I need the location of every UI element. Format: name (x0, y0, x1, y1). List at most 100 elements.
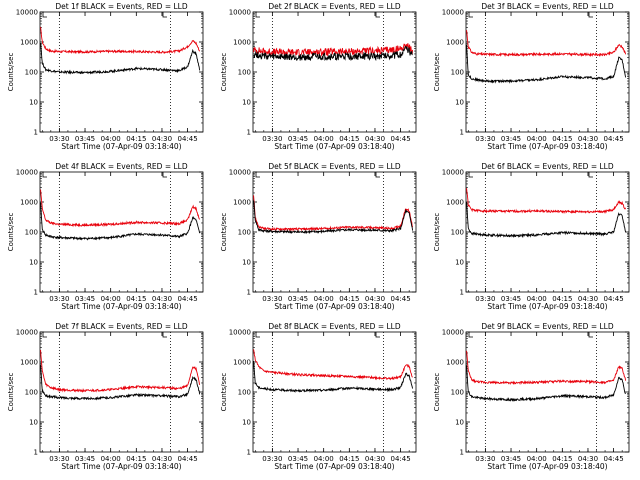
y-tick-label: 100 (451, 69, 464, 77)
y-tick-label: 1000 (233, 199, 251, 207)
y-axis-label: Counts/sec (220, 53, 228, 92)
x-tick-label: 03:45 (501, 135, 521, 143)
lld-series-line (466, 30, 627, 58)
y-tick-label: 10 (29, 99, 38, 107)
corner-mark (588, 172, 593, 178)
panel-title: Det 8f BLACK = Events, RED = LLD (268, 322, 401, 331)
detector-panel-5: Det 5f BLACK = Events, RED = LLD 1 10 100 10… (220, 162, 417, 311)
y-tick-label: 10000 (16, 329, 38, 337)
x-axis-label: Start Time (07-Apr-09 03:18:40) (61, 462, 181, 471)
y-tick-label: 1000 (446, 359, 464, 367)
y-tick-label: 100 (451, 229, 464, 237)
x-tick-label: 04:15 (126, 455, 146, 463)
y-tick-label: 1000 (233, 359, 251, 367)
y-tick-label: 10000 (229, 9, 251, 17)
x-tick-label: 04:30 (152, 455, 172, 463)
x-tick-label: 04:00 (527, 135, 547, 143)
y-axis-label: Counts/sec (220, 213, 228, 252)
lld-series-line (40, 349, 201, 393)
x-tick-label: 04:45 (604, 135, 624, 143)
y-tick-label: 100 (238, 389, 251, 397)
plot-frame (252, 11, 417, 133)
corner-mark (375, 332, 380, 338)
corner-mark (375, 12, 380, 18)
events-series-line (253, 200, 414, 235)
corner-mark (588, 332, 593, 338)
panel-title: Det 1f BLACK = Events, RED = LLD (55, 2, 188, 11)
x-tick-label: 04:00 (314, 135, 334, 143)
panel-title: Det 2f BLACK = Events, RED = LLD (268, 2, 401, 11)
x-axis-label: Start Time (07-Apr-09 03:18:40) (487, 462, 607, 471)
y-tick-label: 10000 (229, 329, 251, 337)
x-tick-label: 03:45 (501, 295, 521, 303)
plot-frame (252, 331, 417, 453)
y-tick-label: 10000 (16, 9, 38, 17)
detector-panel-3: Det 3f BLACK = Events, RED = LLD 1 10 100 10… (433, 2, 630, 151)
y-tick-label: 10000 (442, 169, 464, 177)
panel-title: Det 6f BLACK = Events, RED = LLD (481, 162, 614, 171)
x-tick-label: 04:30 (365, 295, 385, 303)
y-tick-label: 10 (455, 99, 464, 107)
lld-series-line (40, 26, 201, 55)
y-tick-label: 1 (247, 129, 251, 137)
corner-mark (162, 12, 167, 18)
y-tick-label: 100 (25, 229, 38, 237)
x-tick-label: 03:45 (288, 455, 308, 463)
x-axis-label: Start Time (07-Apr-09 03:18:40) (274, 142, 394, 151)
y-tick-label: 10 (242, 99, 251, 107)
x-axis-label: Start Time (07-Apr-09 03:18:40) (274, 302, 394, 311)
y-tick-label: 1 (34, 449, 38, 457)
y-tick-label: 10000 (442, 9, 464, 17)
x-tick-label: 03:30 (49, 455, 69, 463)
y-axis-label: Counts/sec (433, 373, 441, 412)
x-tick-label: 04:00 (101, 455, 121, 463)
corner-mark (588, 12, 593, 18)
y-tick-label: 10000 (229, 169, 251, 177)
x-tick-label: 03:45 (288, 135, 308, 143)
y-tick-label: 10 (455, 419, 464, 427)
x-axis-label: Start Time (07-Apr-09 03:18:40) (274, 462, 394, 471)
corner-mark (255, 12, 260, 18)
x-tick-label: 04:00 (101, 135, 121, 143)
x-tick-label: 03:30 (475, 295, 495, 303)
y-tick-label: 100 (238, 69, 251, 77)
x-tick-label: 04:30 (365, 455, 385, 463)
lld-series-line (40, 189, 200, 228)
x-tick-label: 04:30 (578, 135, 598, 143)
x-tick-label: 04:30 (578, 455, 598, 463)
y-tick-label: 1000 (20, 199, 38, 207)
events-series-line (466, 44, 627, 84)
x-tick-label: 04:00 (527, 455, 547, 463)
x-tick-label: 03:45 (288, 295, 308, 303)
y-tick-label: 100 (25, 389, 38, 397)
x-tick-label: 04:30 (365, 135, 385, 143)
y-tick-label: 1 (460, 129, 464, 137)
y-tick-label: 1 (460, 449, 464, 457)
y-tick-label: 10 (242, 259, 251, 267)
x-tick-label: 03:45 (75, 135, 95, 143)
y-tick-label: 10000 (442, 329, 464, 337)
lld-series-line (253, 195, 414, 232)
y-tick-label: 100 (238, 229, 251, 237)
x-tick-label: 04:30 (152, 295, 172, 303)
detector-panel-7: Det 7f BLACK = Events, RED = LLD 1 10 100 10… (7, 322, 204, 471)
plot-frame (465, 171, 630, 293)
corner-mark (162, 332, 167, 338)
detector-panel-8: Det 8f BLACK = Events, RED = LLD 1 10 100 10… (220, 322, 417, 471)
y-axis-label: Counts/sec (7, 373, 15, 412)
y-tick-label: 10000 (16, 169, 38, 177)
events-series-line (253, 45, 413, 62)
x-tick-label: 03:45 (75, 455, 95, 463)
events-series-line (40, 42, 201, 75)
events-series-line (466, 365, 626, 403)
x-tick-label: 04:15 (552, 295, 572, 303)
x-tick-label: 03:30 (475, 455, 495, 463)
detector-panel-2: Det 2f BLACK = Events, RED = LLD 1 10 100 10… (220, 2, 417, 151)
y-tick-label: 100 (451, 389, 464, 397)
corner-mark (375, 172, 380, 178)
panel-title: Det 3f BLACK = Events, RED = LLD (481, 2, 614, 11)
x-axis-label: Start Time (07-Apr-09 03:18:40) (61, 302, 181, 311)
lld-series-line (253, 349, 413, 381)
events-series-line (466, 202, 627, 239)
